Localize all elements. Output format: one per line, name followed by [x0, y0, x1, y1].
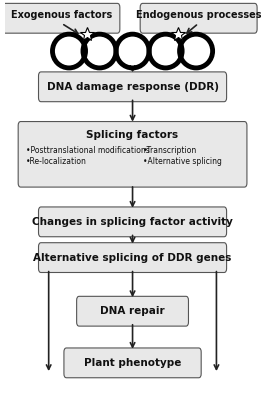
Text: •Re-localization: •Re-localization	[26, 157, 87, 166]
Text: DNA damage response (DDR): DNA damage response (DDR)	[47, 82, 219, 92]
Text: Changes in splicing factor activity: Changes in splicing factor activity	[32, 217, 233, 227]
FancyBboxPatch shape	[38, 72, 227, 102]
Text: •Alternative splicing: •Alternative splicing	[143, 157, 222, 166]
FancyBboxPatch shape	[38, 207, 227, 237]
FancyBboxPatch shape	[140, 3, 257, 33]
Text: Splicing factors: Splicing factors	[87, 130, 179, 140]
Text: •Posttranslational modifications: •Posttranslational modifications	[26, 146, 150, 155]
Text: Exogenous factors: Exogenous factors	[11, 10, 112, 20]
FancyBboxPatch shape	[18, 122, 247, 187]
FancyBboxPatch shape	[38, 243, 227, 272]
Text: DNA repair: DNA repair	[100, 306, 165, 316]
FancyBboxPatch shape	[77, 296, 188, 326]
Text: •Transcription: •Transcription	[143, 146, 197, 155]
FancyBboxPatch shape	[3, 3, 120, 33]
Text: Endogenous processes: Endogenous processes	[136, 10, 261, 20]
Text: Plant phenotype: Plant phenotype	[84, 358, 181, 368]
FancyBboxPatch shape	[64, 348, 201, 378]
Text: Alternative splicing of DDR genes: Alternative splicing of DDR genes	[33, 252, 232, 262]
